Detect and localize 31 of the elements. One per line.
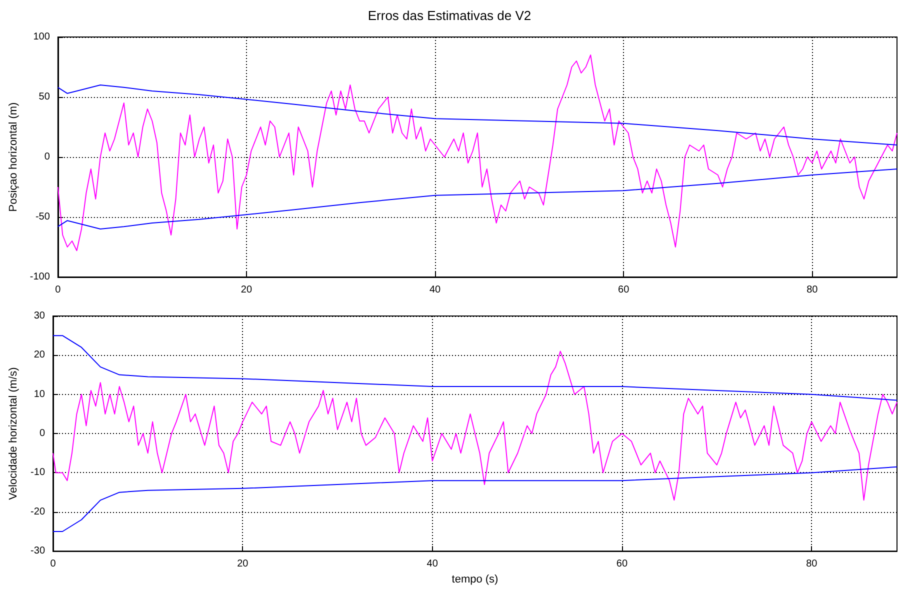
y-tick-label: -50	[35, 212, 50, 222]
line-series	[57, 84, 898, 146]
y-tick-label: 0	[39, 428, 46, 440]
line-series	[57, 54, 898, 252]
line-series	[52, 466, 898, 532]
y-tick-label: 0	[44, 152, 50, 162]
x-tick-label: 40	[426, 558, 438, 570]
x-tick-label: 20	[237, 558, 249, 570]
x-tick-label: 0	[55, 284, 62, 296]
y-tick-label: 20	[34, 350, 46, 361]
y-tick-label: 50	[38, 92, 50, 102]
y-tick-label: -30	[30, 546, 46, 557]
line-series	[52, 335, 898, 401]
line-series	[52, 350, 898, 501]
y-tick-label: 30	[34, 310, 46, 322]
x-tick-label: 80	[806, 284, 818, 296]
x-axis-title: tempo (s)	[452, 574, 498, 586]
y-tick-label: 100	[33, 32, 50, 42]
x-tick-label: 20	[240, 284, 252, 296]
x-tick-label: 60	[618, 284, 630, 296]
x-tick-label: 80	[806, 558, 818, 570]
y-axis-title: Posiçao horizontal (m)	[8, 102, 20, 212]
y-tick-label: -10	[30, 467, 46, 478]
y-tick-label: -20	[30, 506, 46, 518]
chart-title: Erros das Estimativas de V2	[368, 8, 532, 23]
x-tick-label: 60	[616, 558, 628, 570]
line-series	[57, 168, 898, 230]
y-axis-title: Velocidade horizontal (m/s)	[8, 367, 20, 500]
x-tick-label: 40	[429, 284, 442, 296]
y-tick-label: -100	[30, 272, 50, 282]
y-tick-label: 10	[34, 388, 46, 400]
